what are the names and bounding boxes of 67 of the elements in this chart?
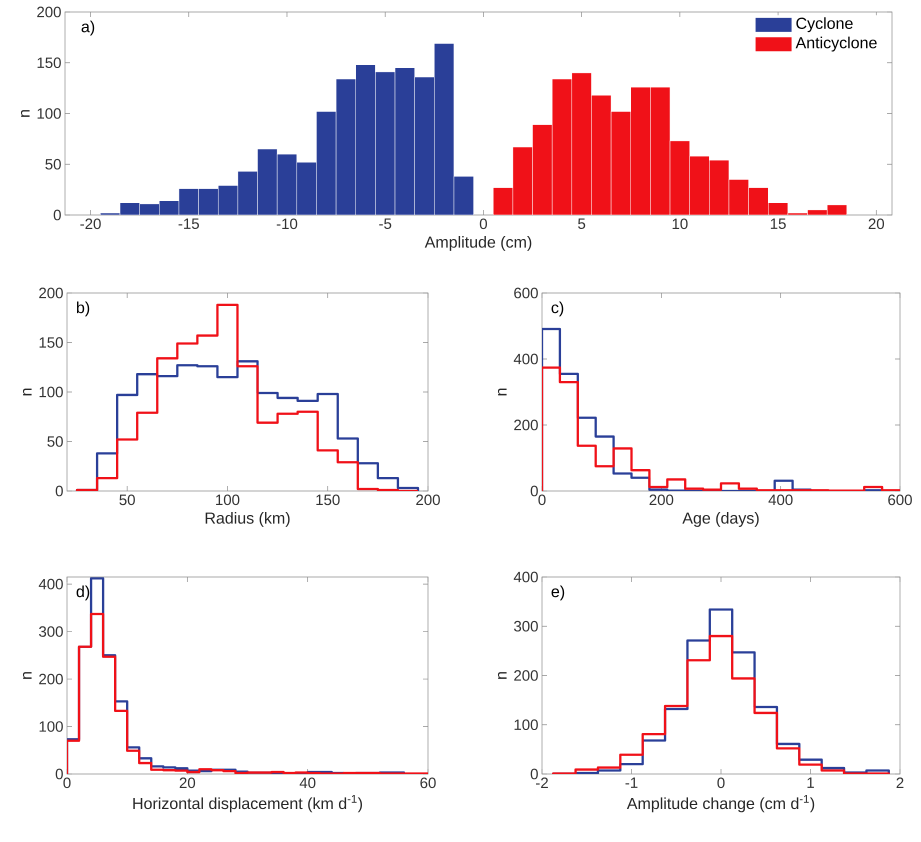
y-axis-title: n	[498, 672, 507, 679]
y-tick-label: 600	[514, 288, 538, 298]
y-tick-label: 200	[514, 420, 538, 430]
y-tick-label: 300	[39, 626, 63, 637]
y-tick-label: 150	[38, 57, 61, 68]
annotation: d)	[76, 585, 90, 600]
x-tick-label: 40	[300, 778, 316, 788]
annotation: c)	[552, 301, 564, 316]
x-tick-label: -15	[178, 218, 199, 229]
x-tick-label: -5	[379, 218, 392, 229]
x-tick-label: 200	[650, 494, 674, 506]
x-axis-title: Amplitude (cm)	[424, 236, 532, 251]
x-tick-label: -2	[536, 778, 548, 788]
y-axis-title: n	[22, 672, 32, 679]
y-tick-label: 400	[514, 572, 538, 582]
x-tick-label: 100	[216, 494, 240, 506]
y-tick-label: 0	[56, 768, 63, 780]
x-tick-label: 0	[480, 218, 487, 230]
x-tick-label: 0	[717, 778, 725, 788]
x-tick-label: 60	[420, 778, 436, 788]
x-tick-label: 0	[538, 494, 546, 506]
y-tick-label: 200	[37, 6, 61, 18]
x-tick-label: 20	[868, 218, 884, 230]
x-tick-label: 0	[63, 778, 71, 788]
x-axis-title: Age (days)	[682, 512, 759, 527]
y-tick-label: 100	[40, 721, 63, 732]
x-tick-label: 200	[416, 494, 440, 506]
x-axis-title: Radius (km)	[206, 512, 290, 527]
y-tick-label: 100	[38, 108, 61, 119]
y-axis-title: n	[22, 388, 32, 396]
legend-label: Anticyclone	[796, 36, 877, 52]
y-tick-label: 0	[54, 210, 61, 220]
y-tick-label: 150	[40, 337, 63, 348]
x-tick-label: -1	[625, 778, 638, 788]
y-tick-label: 200	[514, 670, 538, 681]
annotation: e)	[552, 585, 564, 600]
x-tick-label: 600	[888, 494, 912, 506]
x-tick-label: 150	[316, 494, 340, 506]
y-tick-label: 0	[530, 768, 538, 780]
y-tick-label: 0	[530, 486, 538, 496]
x-tick-label: -20	[80, 218, 101, 230]
annotation: b)	[76, 301, 90, 316]
x-tick-label: -10	[276, 218, 298, 230]
x-tick-label: 50	[119, 494, 135, 506]
y-tick-label: 50	[47, 436, 63, 447]
x-axis-title: Amplitude change (cm d$^{-1}$)	[626, 795, 814, 812]
y-tick-label: 400	[38, 578, 63, 590]
y-tick-label: 200	[39, 288, 63, 298]
y-axis-title: n	[498, 388, 507, 396]
annotation: a)	[82, 20, 94, 36]
y-tick-label: 400	[514, 354, 538, 364]
x-tick-label: 15	[770, 218, 786, 229]
y-tick-label: 50	[45, 158, 61, 170]
x-tick-label: 1	[807, 778, 814, 788]
x-axis-title: Horizontal displacement (km d$^{-1}$)	[133, 795, 362, 812]
x-tick-label: 400	[768, 494, 793, 506]
y-axis-title: n	[20, 110, 30, 117]
x-tick-label: 5	[578, 218, 586, 229]
x-tick-label: 10	[672, 218, 688, 230]
y-tick-label: 200	[39, 674, 63, 684]
x-tick-label: 2	[896, 778, 904, 788]
y-tick-label: 100	[40, 386, 63, 398]
y-tick-label: 300	[514, 620, 538, 632]
y-tick-label: 0	[56, 486, 63, 496]
legend-label: Cyclone	[796, 17, 853, 32]
x-tick-label: 20	[180, 778, 196, 788]
y-tick-label: 100	[514, 719, 538, 730]
